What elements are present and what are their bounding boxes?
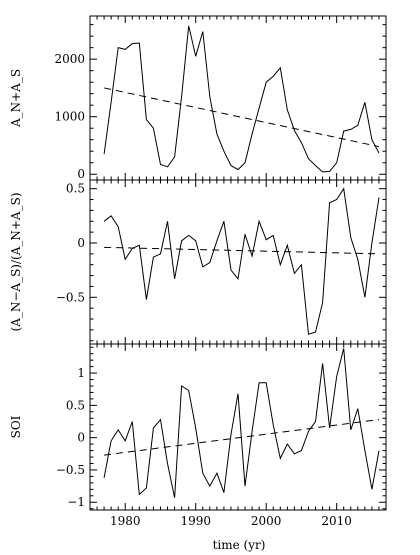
trend-line [103, 87, 380, 148]
y-tick-label: −1 [67, 495, 85, 509]
y-tick-label: 0 [77, 236, 85, 250]
y-tick-label: 2000 [54, 52, 85, 66]
trend-line [104, 419, 380, 456]
y-tick-label: 0 [77, 167, 85, 181]
y-tick-label: 1 [77, 366, 85, 380]
x-tick-label: 1980 [110, 514, 141, 528]
y-tick-label: 0.5 [66, 182, 85, 196]
panel-frame [89, 15, 387, 181]
series-line [103, 348, 380, 498]
panel-1: 0 1000 2000 A_N+A_S [9, 15, 387, 181]
y-axis-label: (A_N−A_S)/(A_N+A_S) [9, 193, 23, 332]
panel-frame [89, 179, 387, 345]
y-tick-label: 0 [77, 431, 85, 445]
series-line [103, 25, 380, 173]
y-tick-label: −0.5 [56, 463, 85, 477]
y-tick-label: −0.5 [56, 290, 85, 304]
series-line [103, 187, 380, 335]
x-tick-label: 2000 [251, 514, 282, 528]
panel-frame [89, 343, 387, 511]
x-tick-label: 1990 [180, 514, 211, 528]
y-tick-label: 0.5 [66, 398, 85, 412]
panel-3: 1980 1990 2000 2010 −1 −0.5 0 0.5 1 SOI [9, 343, 387, 528]
panel-2: −0.5 0 0.5 (A_N−A_S)/(A_N+A_S) [9, 179, 387, 345]
trend-line [104, 246, 379, 255]
x-axis-label: time (yr) [213, 538, 266, 552]
y-tick-label: 1000 [54, 110, 85, 124]
x-tick-label: 2010 [321, 514, 352, 528]
plots: 010002000A_N+A_S−0.500.5(A_N−A_S)/(A_N+A… [9, 15, 387, 528]
y-axis-label: A_N+A_S [9, 69, 23, 128]
y-axis-label: SOI [9, 415, 23, 438]
